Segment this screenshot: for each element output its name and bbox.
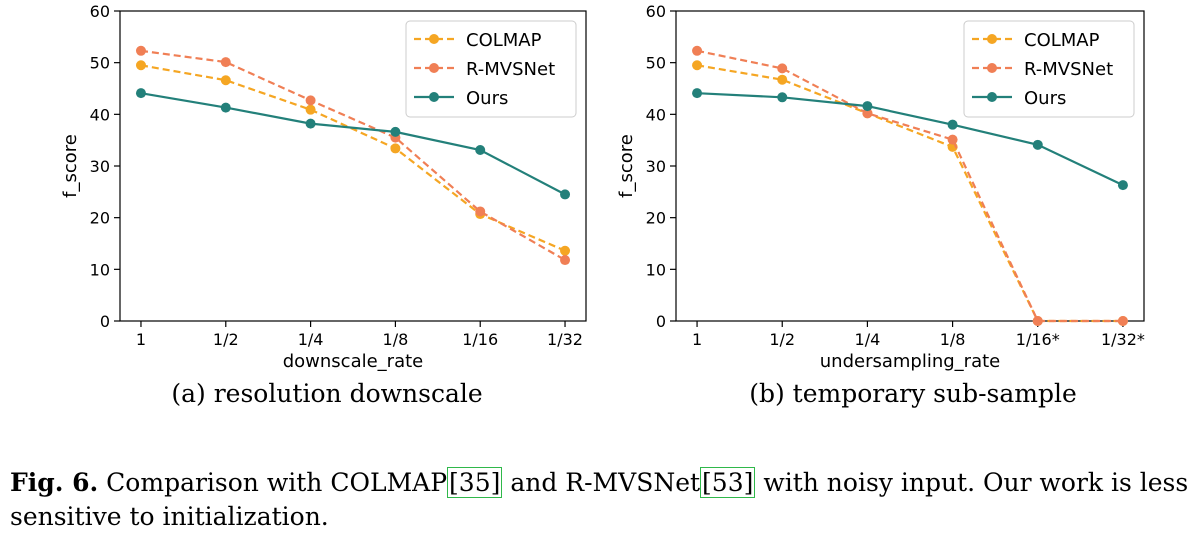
legend-label-ours: Ours bbox=[466, 88, 508, 109]
citation-rmvsnet[interactable]: [53] bbox=[700, 467, 756, 498]
x-tick-label: 1/32* bbox=[1101, 330, 1145, 349]
citation-colmap[interactable]: [35] bbox=[447, 467, 503, 498]
y-tick-label: 30 bbox=[646, 157, 666, 176]
legend: COLMAP R-MVSNet Ours bbox=[405, 20, 577, 118]
y-tick-label: 0 bbox=[100, 312, 110, 331]
data-point-colmap bbox=[390, 143, 401, 154]
data-point-ours bbox=[777, 92, 788, 103]
data-point-ours bbox=[390, 126, 401, 137]
x-tick-label: 1/4 bbox=[855, 330, 881, 349]
data-point-r-mvsnet bbox=[692, 45, 703, 56]
y-tick-label: 20 bbox=[90, 209, 110, 228]
figure-label: Fig. 6. bbox=[10, 468, 99, 497]
x-tick-label: 1/4 bbox=[298, 330, 324, 349]
data-point-r-mvsnet bbox=[1032, 316, 1043, 326]
legend-marker-r-mvsnet bbox=[429, 63, 439, 73]
y-tick-label: 10 bbox=[90, 260, 110, 279]
data-point-colmap bbox=[220, 75, 231, 86]
series-line-ours bbox=[697, 92, 1124, 187]
y-tick-label: 40 bbox=[90, 105, 110, 124]
data-point-ours bbox=[1032, 139, 1043, 150]
series-line-r-mvsnet bbox=[140, 49, 566, 261]
x-tick-label: 1 bbox=[136, 330, 146, 349]
x-tick-label: 1/32 bbox=[547, 330, 583, 349]
x-tick-label: 1/2 bbox=[769, 330, 795, 349]
data-point-colmap bbox=[777, 74, 788, 85]
data-point-r-mvsnet bbox=[475, 206, 486, 217]
legend-label-r-mvsnet: R-MVSNet bbox=[1024, 59, 1113, 80]
data-point-ours bbox=[947, 119, 958, 130]
y-tick-label: 0 bbox=[656, 312, 666, 331]
x-tick-label: 1/8 bbox=[383, 330, 409, 349]
caption-text-1: Comparison with COLMAP bbox=[98, 468, 448, 497]
data-point-ours bbox=[560, 189, 571, 200]
figure-caption: Fig. 6. Comparison with COLMAP[35] and R… bbox=[10, 466, 1200, 534]
y-tick-label: 40 bbox=[646, 105, 666, 124]
subfigure-caption: (a) resolution downscale bbox=[171, 379, 482, 408]
data-point-r-mvsnet bbox=[777, 63, 788, 74]
legend-marker-colmap bbox=[429, 34, 439, 44]
y-tick-label: 10 bbox=[646, 260, 666, 279]
legend-marker-ours bbox=[429, 92, 439, 102]
legend-label-colmap: COLMAP bbox=[466, 30, 542, 51]
data-point-r-mvsnet bbox=[220, 57, 231, 68]
y-tick-label: 50 bbox=[90, 54, 110, 73]
subfigure-caption: (b) temporary sub-sample bbox=[749, 379, 1077, 408]
y-tick-label: 60 bbox=[646, 2, 666, 21]
caption-text-3: with noisy input. Our work is less sensi… bbox=[10, 468, 1189, 531]
y-axis-label: f_score bbox=[60, 134, 81, 198]
chart-panel-2: 0 10 20 30 40 50 60 1 1/2 1/4 1/8 1/16* 1/32* undersa… bbox=[616, 2, 1145, 408]
data-point-r-mvsnet bbox=[1117, 316, 1128, 326]
data-point-r-mvsnet bbox=[305, 95, 316, 106]
data-point-ours bbox=[475, 144, 486, 155]
data-point-r-mvsnet bbox=[560, 255, 571, 266]
legend-box bbox=[963, 20, 1135, 118]
legend-box bbox=[405, 20, 577, 118]
data-point-ours bbox=[862, 101, 873, 112]
legend-label-r-mvsnet: R-MVSNet bbox=[466, 59, 555, 80]
data-point-ours bbox=[1117, 180, 1128, 191]
caption-text-2: and R-MVSNet bbox=[502, 468, 701, 497]
data-point-colmap bbox=[135, 60, 146, 71]
data-point-ours bbox=[220, 102, 231, 113]
y-tick-label: 20 bbox=[646, 209, 666, 228]
data-point-ours bbox=[692, 88, 703, 99]
legend-label-ours: Ours bbox=[1024, 88, 1066, 109]
data-point-colmap bbox=[560, 245, 571, 256]
legend-marker-r-mvsnet bbox=[987, 63, 997, 73]
y-tick-label: 50 bbox=[646, 54, 666, 73]
y-tick-label: 30 bbox=[90, 157, 110, 176]
series-line-ours bbox=[140, 92, 566, 196]
legend-marker-ours bbox=[987, 92, 997, 102]
data-point-colmap bbox=[692, 60, 703, 71]
data-point-r-mvsnet bbox=[862, 108, 873, 119]
data-point-colmap bbox=[305, 104, 316, 115]
legend-label-colmap: COLMAP bbox=[1024, 30, 1100, 51]
legend: COLMAP R-MVSNet Ours bbox=[963, 20, 1135, 118]
x-tick-label: 1/2 bbox=[213, 330, 239, 349]
x-axis-label: undersampling_rate bbox=[820, 351, 1000, 372]
series-line-r-mvsnet bbox=[696, 49, 1123, 323]
data-point-ours bbox=[305, 118, 316, 129]
chart-panel-1: 0 10 20 30 40 50 60 1 1/2 1/4 1/8 1/16 1/32 downscale… bbox=[60, 2, 587, 408]
x-axis-label: downscale_rate bbox=[283, 351, 424, 372]
x-tick-label: 1/16 bbox=[462, 330, 498, 349]
data-point-r-mvsnet bbox=[135, 45, 146, 56]
x-tick-label: 1/8 bbox=[940, 330, 966, 349]
x-tick-label: 1 bbox=[692, 330, 702, 349]
data-point-r-mvsnet bbox=[947, 134, 958, 145]
legend-marker-colmap bbox=[987, 34, 997, 44]
data-point-ours bbox=[135, 88, 146, 99]
y-axis-label: f_score bbox=[616, 134, 637, 198]
y-tick-label: 60 bbox=[90, 2, 110, 21]
x-tick-label: 1/16* bbox=[1016, 330, 1060, 349]
